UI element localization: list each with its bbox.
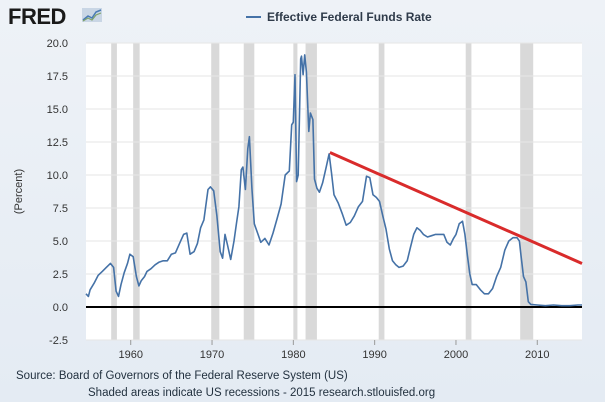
legend-label: Effective Federal Funds Rate bbox=[267, 10, 432, 24]
footer-notes: Shaded areas indicate US recessions - 20… bbox=[88, 387, 436, 399]
y-tick-label: -2.5 bbox=[49, 335, 68, 347]
recession-band bbox=[465, 43, 472, 340]
recession-band bbox=[133, 43, 140, 340]
y-axis-ticks: -2.5 0.0 2.5 5.0 7.5 10.0 12.5 15.0 17.5 20.0 bbox=[47, 38, 68, 347]
legend-swatch bbox=[246, 16, 261, 18]
y-tick-label: 5.0 bbox=[53, 236, 68, 248]
recession-band bbox=[378, 43, 385, 340]
recession-band bbox=[111, 43, 117, 340]
recession-bands bbox=[111, 43, 534, 340]
recession-band bbox=[211, 43, 220, 340]
recession-band bbox=[293, 43, 298, 340]
x-tick-label: 2000 bbox=[444, 349, 468, 361]
fred-logo: FRED bbox=[8, 4, 66, 29]
y-tick-label: 2.5 bbox=[53, 269, 68, 281]
y-tick-label: 10.0 bbox=[47, 170, 68, 182]
gridlines bbox=[86, 42, 582, 341]
x-tick-label: 1960 bbox=[118, 349, 142, 361]
series-line-effective-federal-funds-rate bbox=[85, 54, 582, 307]
fred-chart-icon bbox=[82, 8, 102, 22]
x-tick-label: 1980 bbox=[281, 349, 305, 361]
x-tick-label: 2010 bbox=[525, 349, 549, 361]
y-tick-label: 12.5 bbox=[47, 137, 68, 149]
footer-source: Source: Board of Governors of the Federa… bbox=[16, 370, 348, 382]
chart-legend: Effective Federal Funds Rate bbox=[246, 10, 432, 24]
recession-band bbox=[243, 43, 255, 340]
x-axis-ticks: 1960 1970 1980 1990 2000 2010 bbox=[118, 340, 550, 361]
trend-line bbox=[329, 151, 583, 265]
x-tick-label: 1970 bbox=[200, 349, 224, 361]
y-tick-label: 15.0 bbox=[47, 104, 68, 116]
recession-band bbox=[520, 43, 534, 340]
y-axis-label: (Percent) bbox=[13, 169, 25, 214]
y-tick-label: 0.0 bbox=[53, 302, 68, 314]
x-tick-label: 1990 bbox=[362, 349, 386, 361]
y-tick-label: 7.5 bbox=[53, 203, 68, 215]
recession-band bbox=[305, 43, 317, 340]
y-tick-label: 17.5 bbox=[47, 71, 68, 83]
y-tick-label: 20.0 bbox=[47, 38, 68, 50]
